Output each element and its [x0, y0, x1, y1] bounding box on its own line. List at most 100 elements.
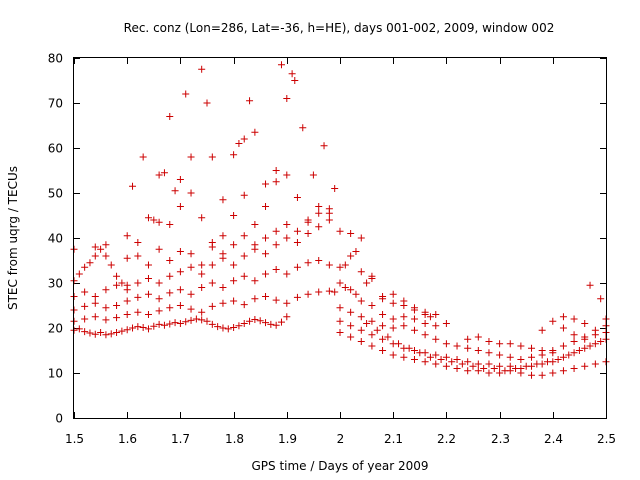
data-point: [368, 331, 376, 339]
data-point: [320, 142, 328, 150]
data-point: [315, 223, 323, 231]
data-point: [240, 320, 248, 327]
data-point: [251, 315, 259, 323]
data-point: [251, 295, 259, 303]
data-point: [283, 313, 291, 321]
data-point: [533, 360, 541, 368]
data-point: [198, 214, 206, 222]
data-point: [400, 313, 408, 321]
data-point: [166, 320, 174, 328]
data-point: [113, 329, 121, 336]
data-point: [357, 268, 365, 276]
data-point: [357, 297, 365, 305]
data-point: [123, 232, 131, 240]
data-point: [442, 320, 450, 327]
data-point: [102, 286, 110, 294]
data-point: [91, 313, 99, 321]
data-point: [113, 302, 121, 309]
data-point: [410, 347, 418, 354]
data-point: [506, 340, 514, 348]
data-point: [591, 340, 599, 348]
data-point: [485, 338, 493, 345]
data-point: [501, 367, 509, 375]
data-point: [91, 330, 99, 338]
data-point: [421, 331, 429, 339]
data-point: [86, 259, 94, 267]
data-point: [347, 286, 355, 294]
data-point: [538, 347, 546, 354]
x-tick-label: 2.2: [437, 432, 456, 446]
data-point: [75, 325, 83, 333]
data-point: [432, 311, 440, 318]
data-point: [235, 322, 243, 330]
data-point: [240, 232, 248, 240]
data-point: [192, 315, 200, 323]
data-point: [81, 263, 89, 271]
data-point: [187, 316, 195, 324]
data-point: [129, 182, 137, 190]
data-point: [155, 218, 163, 226]
data-point: [230, 212, 238, 219]
data-point: [517, 356, 525, 363]
y-tick-label: 70: [48, 97, 63, 111]
data-point: [134, 308, 142, 316]
data-point: [203, 99, 211, 107]
data-point: [442, 353, 450, 361]
data-point: [410, 304, 418, 312]
data-point: [565, 351, 573, 359]
data-point: [230, 241, 238, 249]
plot-frame: [73, 57, 607, 419]
data-point: [81, 288, 89, 296]
data-point: [325, 216, 333, 224]
data-point: [336, 317, 344, 325]
data-point: [400, 302, 408, 309]
data-point: [219, 324, 227, 332]
data-point: [283, 270, 291, 278]
data-point: [299, 124, 307, 132]
data-point: [150, 216, 158, 224]
data-point: [331, 185, 339, 192]
y-tick-label: 80: [48, 52, 63, 66]
data-point: [240, 252, 248, 260]
data-point: [171, 187, 179, 195]
data-point: [559, 353, 567, 361]
data-point: [368, 275, 376, 282]
data-point: [363, 279, 371, 287]
data-point: [155, 307, 163, 315]
data-point: [123, 297, 131, 305]
data-point: [123, 281, 131, 289]
data-point: [176, 176, 184, 183]
data-point: [570, 365, 578, 372]
data-point: [256, 317, 264, 325]
data-point: [187, 189, 195, 197]
data-point: [240, 301, 248, 309]
y-tick-label: 20: [48, 322, 63, 336]
x-tick-label: 2.5: [597, 432, 616, 446]
data-point: [336, 304, 344, 312]
data-point: [198, 316, 206, 324]
data-point: [277, 318, 285, 326]
data-point: [357, 338, 365, 345]
data-point: [410, 315, 418, 323]
data-point: [176, 248, 184, 255]
data-point: [496, 351, 504, 359]
data-point: [208, 243, 216, 251]
data-point: [347, 333, 355, 341]
data-point: [485, 360, 493, 368]
data-point: [474, 367, 482, 375]
data-point: [102, 331, 110, 339]
data-point: [453, 365, 461, 372]
data-point: [293, 227, 301, 235]
data-point: [134, 239, 142, 246]
data-point: [347, 308, 355, 316]
y-tick-label: 40: [48, 232, 63, 246]
data-point: [506, 353, 514, 361]
data-point: [176, 268, 184, 276]
data-point: [198, 308, 206, 316]
data-point: [426, 313, 434, 321]
y-axis-label: STEC from uqrg / TECUs: [6, 166, 20, 310]
data-point: [230, 277, 238, 285]
data-point: [347, 322, 355, 330]
data-point: [91, 243, 99, 251]
data-point: [442, 362, 450, 370]
